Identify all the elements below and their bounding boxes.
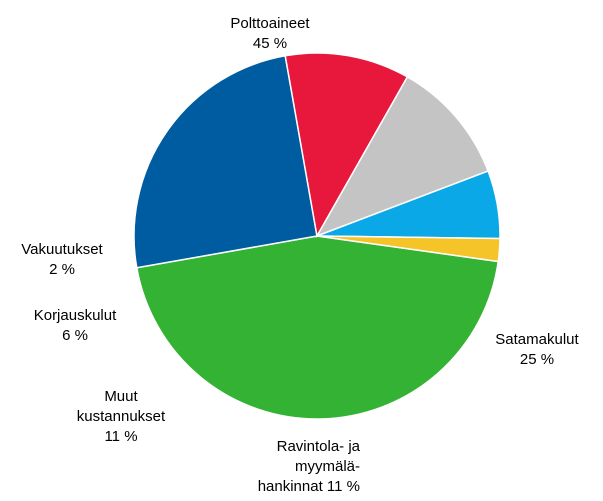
label-text: Korjauskulut (33, 307, 117, 324)
pie-slice-muut (315, 75, 490, 238)
label-text: Polttoaineet (230, 15, 310, 32)
label-text: hankinnat 11 % (226, 477, 360, 497)
pie-slice-polttoaineet (135, 235, 500, 420)
label-value: 25 % (519, 351, 555, 368)
label-text: myymälä- (294, 458, 360, 475)
label-value: 11 % (326, 478, 360, 495)
label-text: Vakuutukset (21, 241, 103, 258)
label-text: Satamakulut (495, 331, 579, 348)
pie-slice-vakuutukset (316, 235, 501, 263)
label-korjauskulut: Korjauskulut 6 % (15, 306, 135, 346)
label-text: Ravintola- ja (276, 438, 360, 455)
label-value: 2 % (49, 261, 75, 278)
label-satamakulut: Satamakulut 25 % (482, 330, 592, 370)
label-vakuutukset: Vakuutukset 2 % (2, 240, 122, 280)
label-value: 45 % (252, 35, 288, 52)
label-text: kustannukset (76, 408, 166, 425)
label-polttoaineet: Polttoaineet 45 % (210, 14, 330, 54)
pie-slice-ravintola-ja (284, 52, 409, 239)
label-text: Muut (104, 388, 138, 405)
label-muut: Muut kustannukset 11 % (66, 387, 176, 447)
label-value: 6 % (62, 327, 88, 344)
label-value: 11 % (104, 428, 138, 445)
label-ravintola: Ravintola- ja myymälä- hankinnat 11 % (226, 437, 360, 497)
pie-slice-satamakulut (133, 54, 318, 269)
label-text-inline: hankinnat (257, 478, 323, 495)
